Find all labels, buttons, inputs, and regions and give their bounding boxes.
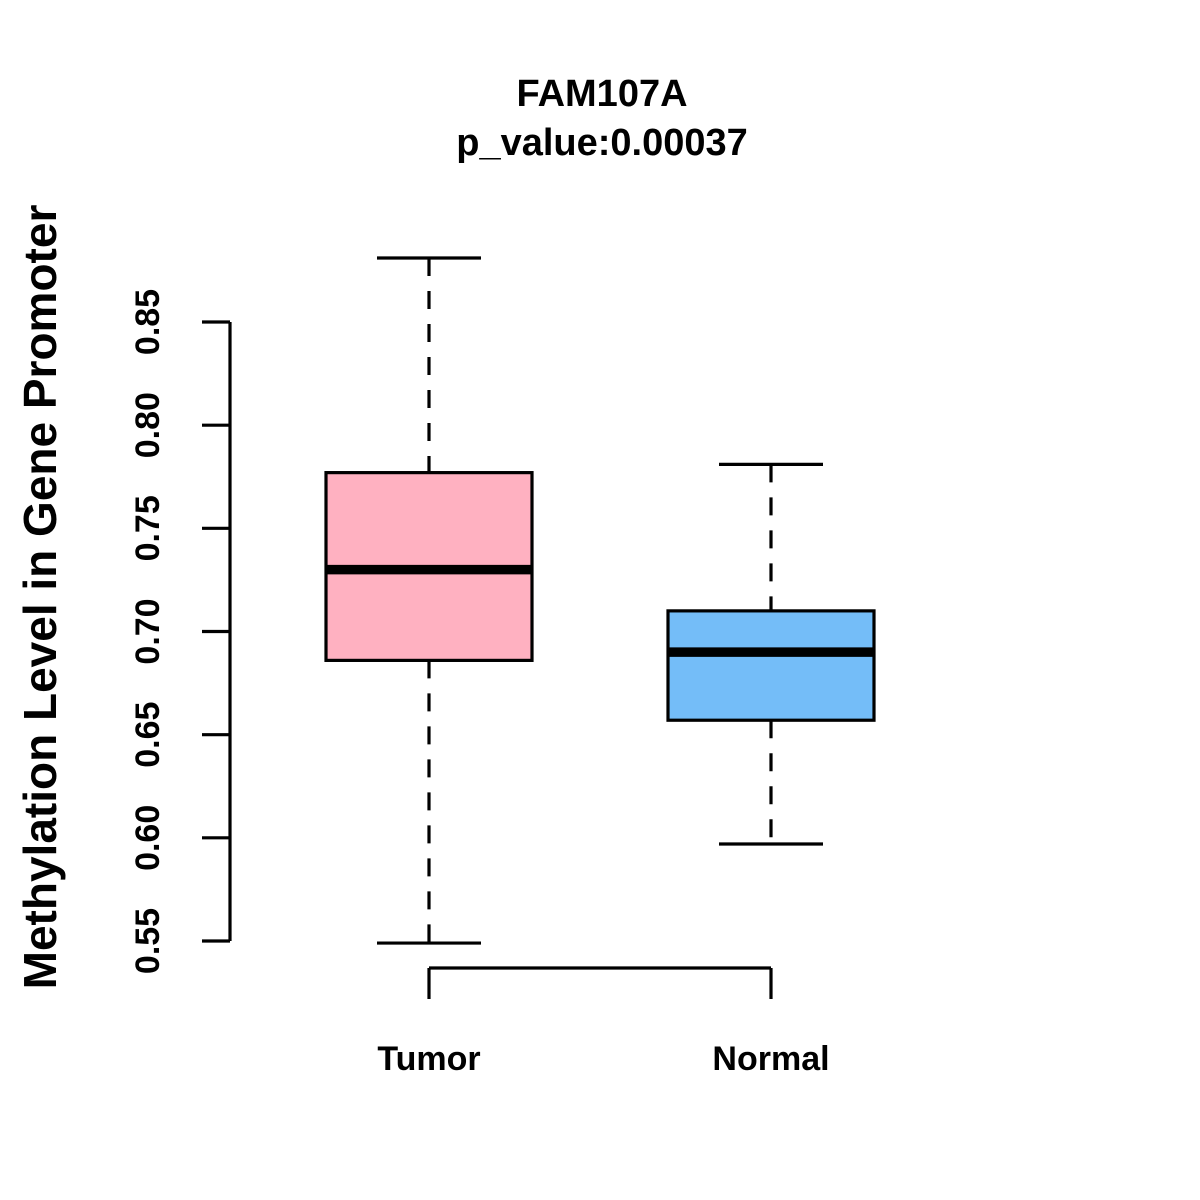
chart-title: FAM107A: [516, 73, 687, 115]
y-tick-label: 0.80: [129, 392, 167, 458]
y-tick-label: 0.75: [129, 495, 167, 561]
axes-layer: 0.55 0.60 0.65 0.70 0.75 0.80 0.85: [129, 289, 773, 999]
x-category-label-normal: Normal: [712, 1040, 829, 1078]
boxes-layer: [324, 256, 876, 945]
y-tick-label: 0.60: [129, 805, 167, 871]
normal-box: [666, 609, 876, 722]
x-category-label-tumor: Tumor: [377, 1040, 480, 1078]
y-tick-label: 0.55: [129, 908, 167, 974]
chart-subtitle: p_value:0.00037: [456, 122, 748, 164]
y-axis-title: Methylation Level in Gene Promoter: [14, 205, 66, 990]
y-tick-label: 0.70: [129, 598, 167, 664]
y-tick-label: 0.85: [129, 289, 167, 355]
y-tick-label: 0.65: [129, 702, 167, 768]
